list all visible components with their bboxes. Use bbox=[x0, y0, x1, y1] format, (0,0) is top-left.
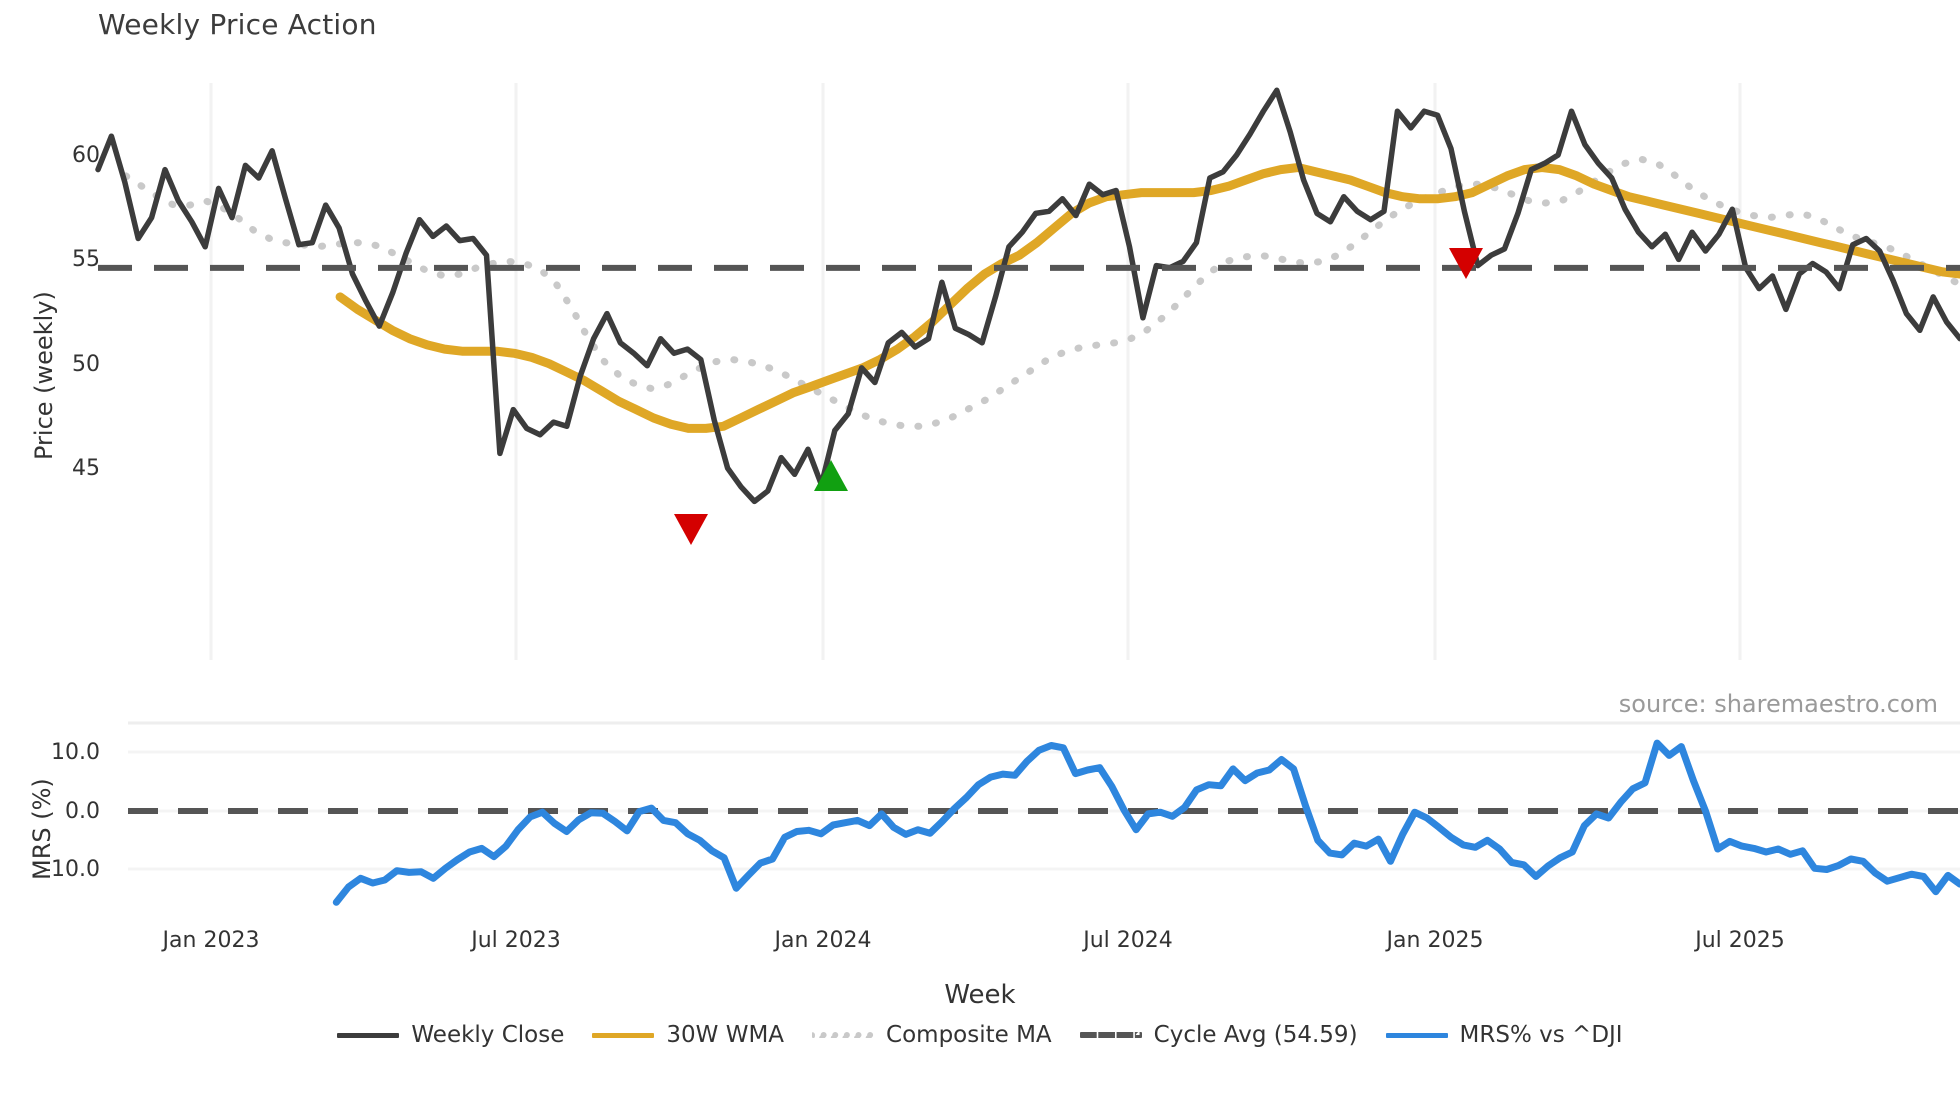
chart-title: Weekly Price Action bbox=[98, 8, 377, 41]
mrs-gridlines bbox=[128, 721, 1960, 871]
legend-item-mrs[interactable]: MRS% vs ^DJI bbox=[1385, 1022, 1623, 1048]
composite-ma-line bbox=[122, 155, 1960, 430]
legend-label-composite-ma: Composite MA bbox=[886, 1022, 1052, 1048]
mrs-tick-0: 0.0 bbox=[65, 799, 100, 824]
x-tick-jul-2024: Jul 2024 bbox=[1083, 928, 1173, 953]
x-tick-jul-2025: Jul 2025 bbox=[1695, 928, 1785, 953]
mrs-tick-minus10: -10.0 bbox=[43, 857, 100, 882]
mrs-line bbox=[332, 739, 1960, 906]
legend-item-cycle-avg[interactable]: Cycle Avg (54.59) bbox=[1079, 1022, 1358, 1048]
legend-item-wma[interactable]: 30W WMA bbox=[592, 1022, 784, 1048]
sell-signal-marker bbox=[674, 514, 708, 545]
sell-signal-marker bbox=[1449, 248, 1483, 279]
price-gridlines bbox=[209, 83, 1742, 660]
x-axis-label: Week bbox=[944, 980, 1016, 1010]
price-tick-60: 60 bbox=[72, 143, 100, 168]
signal-markers bbox=[674, 248, 1483, 545]
chart-legend: Weekly Close 30W WMA Composite MA Cycle … bbox=[0, 1022, 1960, 1048]
x-tick-jan-2025: Jan 2025 bbox=[1386, 928, 1484, 953]
legend-swatch-weekly-close bbox=[337, 1026, 400, 1044]
legend-swatch-wma bbox=[592, 1026, 655, 1044]
wma-line bbox=[335, 163, 1960, 433]
price-tick-50: 50 bbox=[72, 352, 100, 377]
x-tick-jul-2023: Jul 2023 bbox=[471, 928, 561, 953]
buy-signal-marker bbox=[814, 460, 848, 491]
legend-swatch-cycle-avg bbox=[1079, 1026, 1142, 1044]
legend-item-composite-ma[interactable]: Composite MA bbox=[812, 1022, 1052, 1048]
x-tick-jan-2023: Jan 2023 bbox=[162, 928, 260, 953]
source-watermark: source: sharemaestro.com bbox=[1618, 690, 1938, 718]
weekly-close-line bbox=[95, 87, 1960, 505]
price-tick-45: 45 bbox=[72, 456, 100, 481]
legend-swatch-composite-ma bbox=[812, 1026, 875, 1044]
legend-label-wma: 30W WMA bbox=[666, 1022, 785, 1048]
price-tick-55: 55 bbox=[72, 247, 100, 272]
legend-label-cycle-avg: Cycle Avg (54.59) bbox=[1153, 1022, 1358, 1048]
x-tick-jan-2024: Jan 2024 bbox=[774, 928, 872, 953]
legend-label-mrs: MRS% vs ^DJI bbox=[1459, 1022, 1623, 1048]
legend-item-weekly-close[interactable]: Weekly Close bbox=[337, 1022, 564, 1048]
legend-label-weekly-close: Weekly Close bbox=[411, 1022, 565, 1048]
legend-swatch-mrs bbox=[1385, 1026, 1448, 1044]
mrs-tick-10: 10.0 bbox=[51, 740, 100, 765]
